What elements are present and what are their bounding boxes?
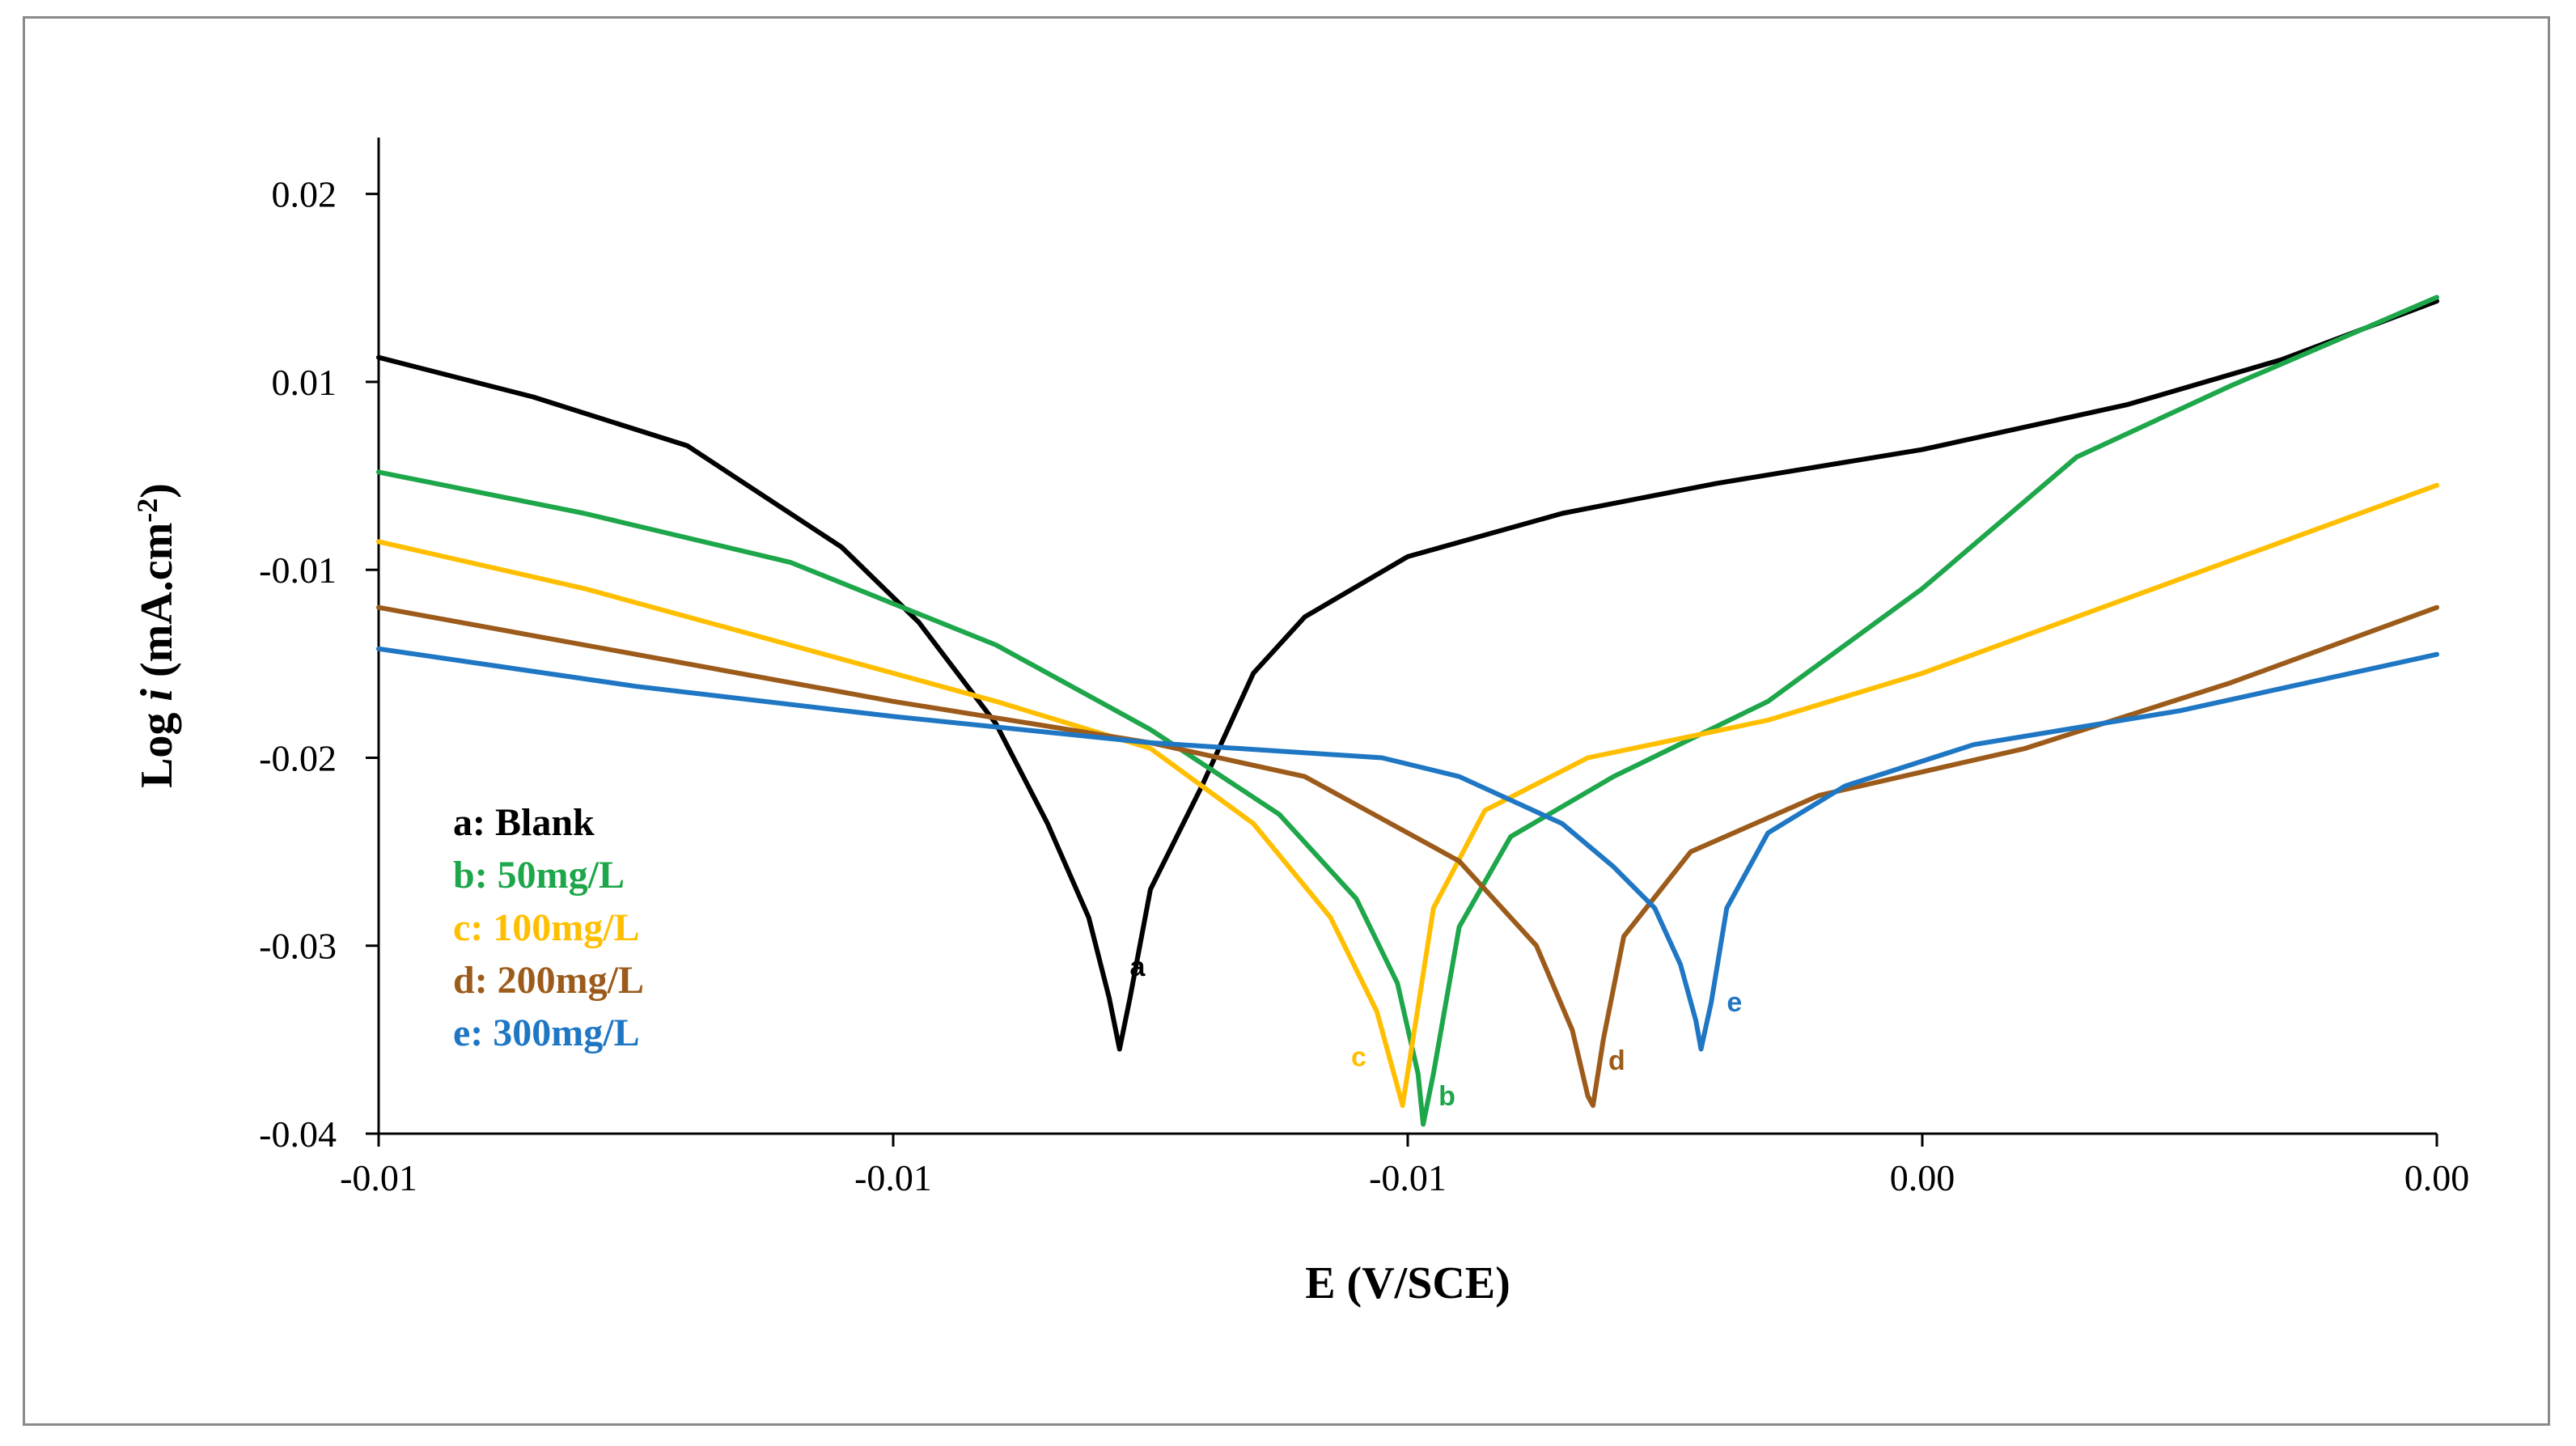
- y-axis-title: Log i (mA.cm-2): [131, 483, 182, 788]
- legend-entry-c: c: 100mg/L: [453, 906, 640, 949]
- y-tick-label: -0.01: [259, 549, 337, 591]
- legend: a: Blank b: 50mg/L c: 100mg/L d: 200mg/L e: …: [453, 801, 644, 1054]
- curve-label-a: a: [1130, 952, 1146, 982]
- x-tick-label: -0.01: [854, 1157, 932, 1198]
- x-tick-label: 0.00: [2404, 1157, 2470, 1198]
- legend-entry-e: e: 300mg/L: [453, 1011, 640, 1054]
- curve-labels: a b c d e: [1130, 952, 1743, 1112]
- y-tick-label: -0.04: [259, 1113, 337, 1155]
- legend-entry-d: d: 200mg/L: [453, 959, 644, 1002]
- x-tick-label: -0.01: [340, 1157, 417, 1198]
- series-line-d: [376, 604, 2439, 1109]
- y-axis-title-italic: i: [132, 689, 182, 702]
- axes: 0.020.01-0.01-0.02-0.03-0.04-0.01 -0.01 -0…: [259, 138, 2469, 1198]
- curve-label-e: e: [1727, 987, 1742, 1018]
- x-axis-title: E (V/SCE): [1305, 1258, 1510, 1308]
- legend-entry-b: b: 50mg/L: [453, 854, 625, 897]
- x-tick-label: -0.01: [1369, 1157, 1447, 1198]
- y-axis-title-suffix: ): [132, 483, 182, 498]
- y-tick-label: -0.02: [259, 737, 337, 778]
- series-line-a: [376, 299, 2439, 1052]
- series-line-c: [376, 482, 2439, 1109]
- y-tick-label: -0.03: [259, 926, 337, 967]
- series-line-b: [376, 295, 2439, 1127]
- y-axis-title-unit: (mA.cm: [132, 523, 182, 689]
- curves: [376, 295, 2439, 1127]
- y-axis-title-superscript: -2: [131, 498, 163, 523]
- series-line-e: [376, 646, 2439, 1052]
- y-tick-label: 0.02: [272, 174, 337, 215]
- curve-label-c: c: [1351, 1041, 1366, 1072]
- curve-label-d: d: [1608, 1045, 1625, 1076]
- y-tick-label: 0.01: [272, 362, 337, 403]
- legend-entry-a: a: Blank: [453, 801, 595, 844]
- y-axis-title-prefix: Log: [132, 702, 182, 788]
- x-tick-label: 0.00: [1890, 1157, 1955, 1198]
- curve-label-b: b: [1438, 1081, 1455, 1112]
